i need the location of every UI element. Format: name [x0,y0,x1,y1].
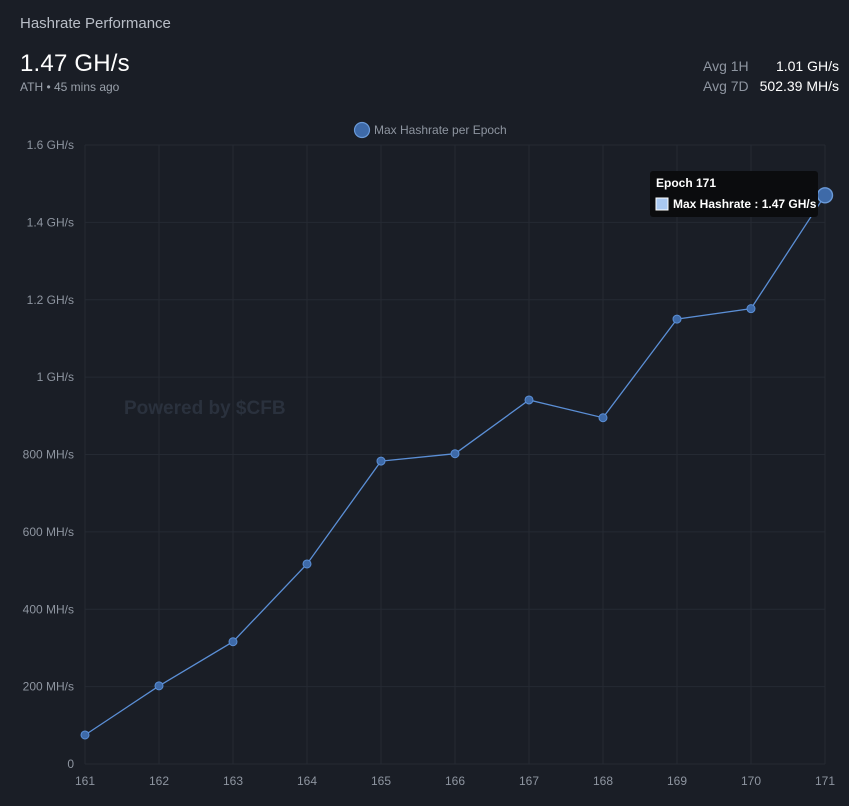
data-points [80,187,834,740]
ath-hashrate-value: 1.47 GH/s [20,50,130,77]
data-point[interactable] [302,559,312,569]
data-point[interactable] [524,395,534,405]
y-tick-label: 400 MH/s [23,602,74,616]
data-point[interactable] [154,681,164,691]
ath-timestamp: ATH • 45 mins ago [20,80,120,94]
y-tick-label: 1.4 GH/s [27,215,74,229]
x-tick-label: 166 [445,774,465,788]
data-point[interactable] [376,456,386,466]
tooltip-box [650,171,818,217]
data-point[interactable] [598,413,608,423]
x-tick-label: 163 [223,774,243,788]
y-tick-label: 1.6 GH/s [27,138,74,152]
average-stats: Avg 1H 1.01 GH/s Avg 7D 502.39 MH/s [703,56,839,96]
tooltip: Epoch 171 Max Hashrate : 1.47 GH/s [650,171,818,217]
tooltip-body: Max Hashrate : 1.47 GH/s [673,197,817,211]
stat-avg-7d: Avg 7D 502.39 MH/s [703,76,839,96]
x-tick-label: 164 [297,774,317,788]
tooltip-title: Epoch 171 [656,176,716,190]
stat-label: Avg 7D [703,78,749,94]
x-axis: 161 162 163 164 165 166 167 168 169 170 171 [75,774,835,788]
stat-avg-1h: Avg 1H 1.01 GH/s [703,56,839,76]
chart-legend[interactable]: Max Hashrate per Epoch [353,121,507,139]
data-point[interactable] [672,314,682,324]
x-tick-label: 168 [593,774,613,788]
x-tick-label: 167 [519,774,539,788]
x-tick-label: 165 [371,774,391,788]
x-tick-label: 171 [815,774,835,788]
panel-title: Hashrate Performance [20,15,171,32]
data-point[interactable] [228,637,238,647]
y-tick-label: 200 MH/s [23,680,74,694]
y-tick-label: 1 GH/s [37,370,74,384]
x-tick-label: 170 [741,774,761,788]
stat-value: 1.01 GH/s [775,58,839,74]
x-tick-label: 161 [75,774,95,788]
x-tick-label: 162 [149,774,169,788]
stat-value: 502.39 MH/s [759,78,839,94]
y-axis: 0 200 MH/s 400 MH/s 600 MH/s 800 MH/s 1 GH/s 1… [23,138,75,771]
data-point[interactable] [746,304,756,314]
y-tick-label: 600 MH/s [23,525,74,539]
y-tick-label: 1.2 GH/s [27,293,74,307]
legend-marker [353,121,371,139]
data-point-highlighted[interactable] [816,187,834,204]
data-point[interactable] [80,730,90,740]
y-tick-label: 0 [67,757,74,771]
legend-label: Max Hashrate per Epoch [374,123,507,137]
watermark: Powered by $CFB [124,398,286,419]
stat-label: Avg 1H [703,58,749,74]
tooltip-swatch [655,197,669,211]
data-point[interactable] [450,449,460,459]
y-tick-label: 800 MH/s [23,448,74,462]
x-tick-label: 169 [667,774,687,788]
